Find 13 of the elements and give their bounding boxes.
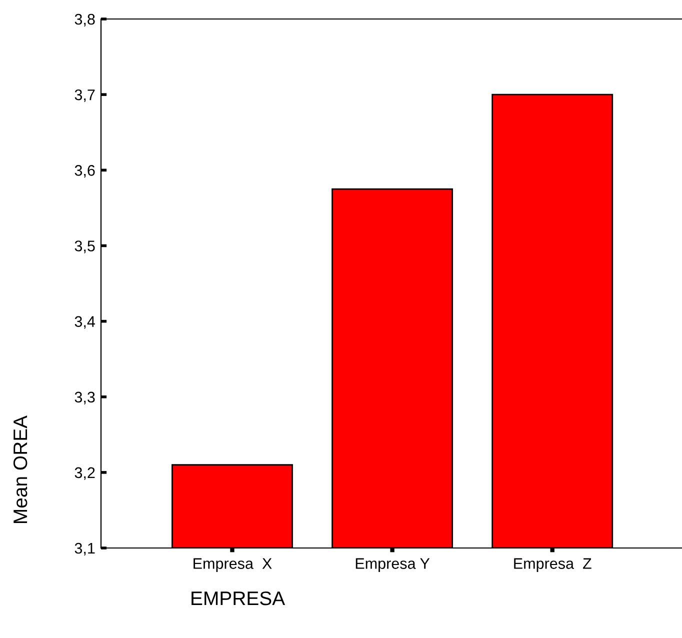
y-tick-label: 3,8 (74, 14, 95, 26)
y-tick-label: 3,5 (74, 240, 95, 254)
x-axis-title: EMPRESA (192, 591, 286, 606)
y-tick-label: 3,3 (74, 392, 95, 404)
y-tick-label: 3,1 (74, 542, 95, 556)
y-tick-label: 3,2 (74, 467, 95, 480)
x-tick-label: Empresa Y (356, 558, 430, 572)
x-tick-label: Empresa X (194, 558, 272, 572)
y-tick-label: 3,7 (74, 89, 95, 102)
y-axis-title: Mean OREA (13, 415, 28, 523)
y-tick-label: 3,6 (74, 165, 95, 178)
y-tick-label: 3,4 (74, 316, 95, 329)
x-tick-label: Empresa Z (514, 558, 592, 572)
